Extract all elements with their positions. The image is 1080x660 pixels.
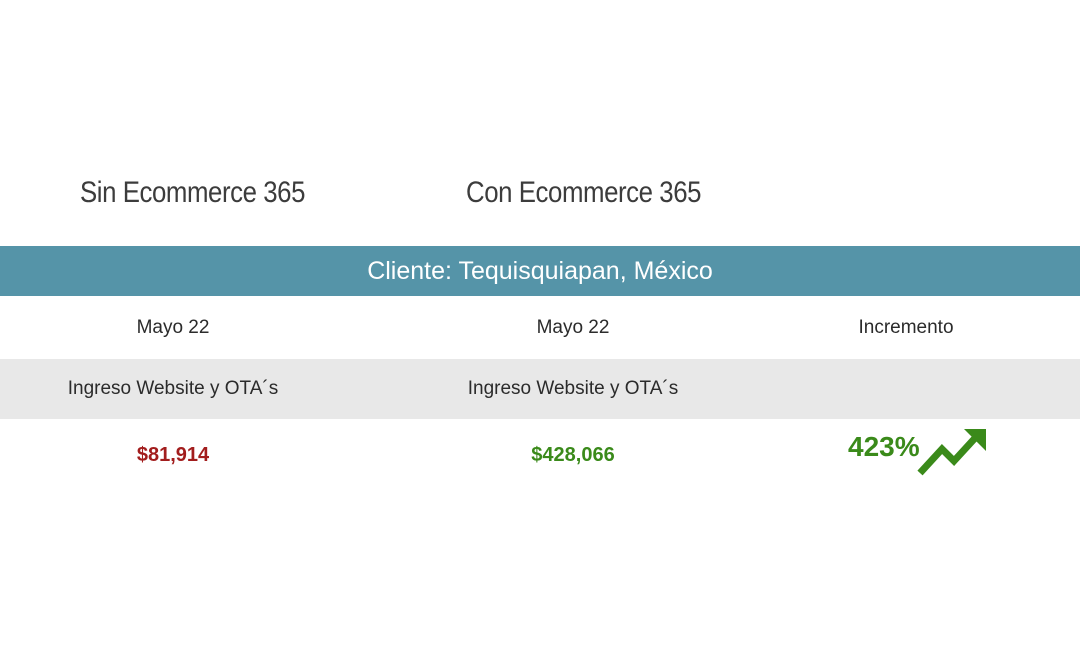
trend-up-arrow-icon (917, 429, 986, 476)
increment-header-cell: Incremento (858, 316, 954, 338)
heading-without-ecommerce: Sin Ecommerce 365 (80, 176, 305, 209)
revenue-value-without: $81,914 (136, 443, 210, 466)
table-row-values: $81,914 $428,066 423% (0, 419, 1080, 491)
month-cell-without: Mayo 22 (136, 316, 210, 338)
month-cell-with: Mayo 22 (536, 316, 610, 338)
table-row-months: Mayo 22 Mayo 22 Incremento (0, 296, 1080, 359)
revenue-label-with: Ingreso Website y OTA´s (467, 378, 679, 399)
table-row-labels: Ingreso Website y OTA´s Ingreso Website … (0, 359, 1080, 419)
increment-value-group: 423% (848, 425, 988, 477)
revenue-value-with: $428,066 (531, 443, 615, 466)
revenue-label-without: Ingreso Website y OTA´s (67, 378, 279, 399)
client-banner-text: Cliente: Tequisquiapan, México (367, 256, 713, 285)
heading-with-ecommerce: Con Ecommerce 365 (466, 176, 702, 209)
client-banner: Cliente: Tequisquiapan, México (0, 246, 1080, 296)
increment-percentage: 423% (848, 431, 920, 462)
